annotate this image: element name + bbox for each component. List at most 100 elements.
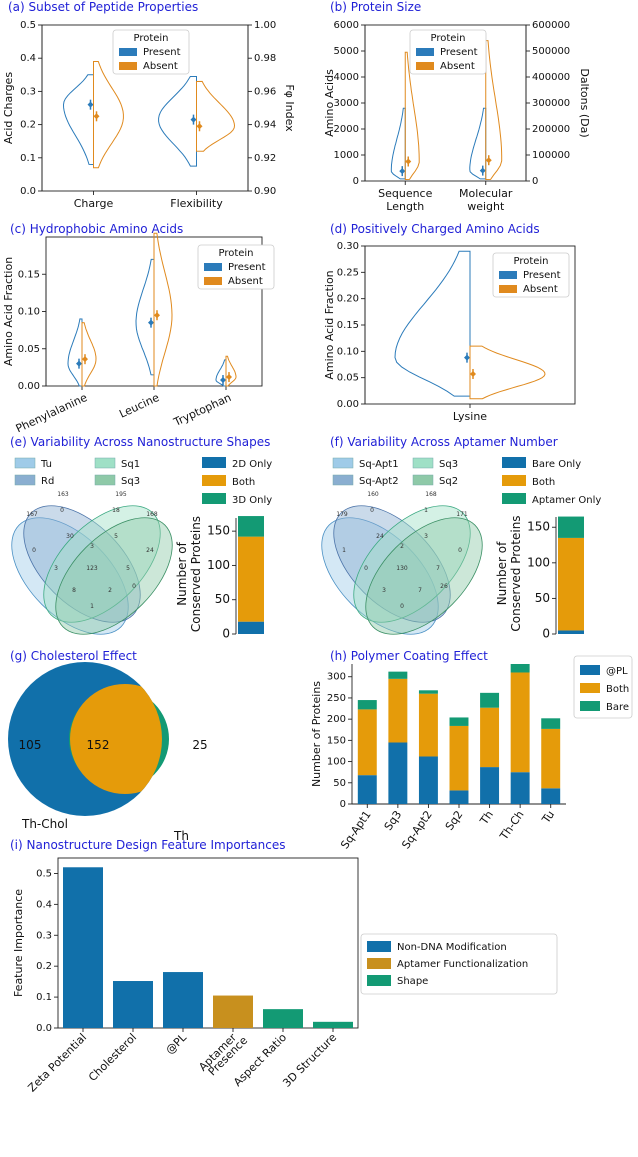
- panel-c-mean-marker: [148, 319, 154, 326]
- panel-h-bar-segment: [357, 775, 377, 804]
- panel-c-y-tick-label: 0.05: [18, 344, 40, 355]
- panel-b-legend-label: Present: [440, 47, 478, 58]
- panel-h-bar-segment: [510, 772, 530, 804]
- panel-h-bar-segment: [357, 709, 377, 776]
- panel-b-y2-tick-label: 400000: [532, 72, 570, 83]
- panel-d-mean-marker: [470, 370, 476, 377]
- panel-b-legend-title: Protein: [430, 33, 465, 44]
- panel-c-y-tick-label: 0.00: [18, 381, 40, 392]
- panel-d-violin-absent: [469, 345, 546, 400]
- panel-i-tick-label: 0.1: [36, 992, 52, 1003]
- panel-e-venn-set-total: 163: [57, 491, 69, 498]
- panel-f-venn-region-count: 26: [440, 583, 448, 590]
- panel-b-x-label: weight: [467, 200, 505, 213]
- panel-i-legend-label: Aptamer Functionalization: [397, 959, 528, 970]
- panel-h-bar-segment: [357, 700, 377, 710]
- panel-f-bar-segment: [558, 630, 584, 634]
- panel-h-tick-label: 100: [327, 757, 346, 768]
- panel-e-set-legend-swatch: [14, 474, 36, 486]
- panel-f-bar-segment: [558, 537, 584, 631]
- panel-i-x-label: 3D Structure: [280, 1031, 339, 1090]
- panel-a-legend-label: Absent: [143, 61, 178, 72]
- panel-e-bar-segment: [238, 516, 264, 537]
- panel-b-y-tick-label: 2000: [334, 124, 359, 135]
- panel-c-mean-marker: [220, 377, 226, 384]
- panel-b-title: (b) Protein Size: [330, 0, 421, 14]
- panel-i-bar: [263, 1009, 303, 1028]
- panel-i-tick-label: 0.0: [36, 1023, 52, 1034]
- panel-d-legend-label: Present: [523, 270, 561, 281]
- panel-e-venn-region-count: 3: [54, 565, 58, 572]
- panel-c-violin-present: [215, 359, 227, 387]
- panel-b-legend-swatch: [416, 48, 434, 56]
- panel-f-venn-region-count: 130: [396, 565, 408, 572]
- panel-e-venn-set-2: [43, 505, 161, 623]
- panel-a-x-label: Flexibility: [170, 197, 223, 210]
- panel-h-x-label: Tu: [539, 808, 557, 826]
- panel-i-bar: [163, 972, 203, 1028]
- panel-a-violin-absent: [93, 60, 124, 169]
- panel-a-y-tick-label: 0.0: [20, 186, 36, 197]
- panel-a-y2-tick-label: 1.00: [254, 20, 276, 31]
- panel-d-y-tick-label: 0.25: [337, 267, 359, 278]
- panel-a-y2-label: Fφ Index: [283, 84, 296, 132]
- panel-c-violin-present: [135, 258, 155, 376]
- panel-f-bar-tick-label: 100: [527, 555, 550, 569]
- panel-f-venn-set-total: 171: [456, 511, 468, 518]
- panel-f-bar-segment: [558, 516, 584, 538]
- panel-a-y-tick-label: 0.2: [20, 120, 36, 131]
- panel-c-mean-marker: [226, 374, 232, 381]
- panel-e-bar-legend-swatch: [202, 493, 226, 504]
- panel-f-venn-set-0: [321, 517, 439, 635]
- panel-c-x-label: Phenylalanine: [14, 391, 90, 436]
- panel-c-violin-absent: [81, 322, 97, 387]
- panel-i-bar: [313, 1021, 353, 1028]
- panel-c-mean-marker: [76, 360, 82, 367]
- panel-d-x-label: Lysine: [453, 410, 487, 423]
- panel-h-bar-segment: [418, 693, 438, 757]
- panel-f-bar-legend-swatch: [502, 493, 526, 504]
- panel-h-legend-label: Both: [606, 684, 629, 695]
- panel-i-tick-label: 0.4: [36, 899, 52, 910]
- panel-e-set-legend-label: Sq1: [121, 459, 140, 470]
- panel-h-legend-swatch: [580, 665, 600, 675]
- panel-e-bar-legend-swatch: [202, 457, 226, 468]
- panel-c-legend-swatch: [204, 277, 222, 285]
- panel-c-mean-marker: [154, 312, 160, 319]
- panel-a-x-label: Charge: [74, 197, 114, 210]
- panel-i-legend-swatch: [367, 941, 391, 952]
- panel-e-bar-y-label: Number of: [175, 541, 189, 605]
- panel-f-venn-region-count: 7: [436, 565, 440, 572]
- panel-b-y-tick-label: 5000: [334, 46, 359, 57]
- panel-e-venn-region-count: 5: [126, 565, 130, 572]
- panel-a-y2-tick-label: 0.90: [254, 186, 276, 197]
- panel-c-y-tick-label: 0.10: [18, 307, 40, 318]
- panel-h-x-label: Th-Ch: [497, 808, 527, 843]
- panel-e-set-legend-swatch: [94, 457, 116, 469]
- panel-h-bar-segment: [510, 664, 530, 673]
- panel-e-set-legend-swatch: [94, 474, 116, 486]
- panel-h-legend-label: Bare: [606, 702, 629, 713]
- panel-a-legend-swatch: [119, 62, 137, 70]
- panel-e-venn-set-0: [11, 517, 129, 635]
- panel-a-y2-tick-label: 0.98: [254, 53, 276, 64]
- panel-b-y2-tick-label: 300000: [532, 98, 570, 109]
- panel-e-venn-region-count: 0: [60, 507, 64, 514]
- panel-i-legend: [360, 933, 558, 995]
- panel-f-set-legend-swatch: [412, 474, 434, 486]
- panel-d-y-tick-label: 0.15: [337, 320, 359, 331]
- panel-i-frame: [57, 857, 359, 1029]
- panel-f-venn-region-count: 0: [364, 565, 368, 572]
- panel-a-mean-marker: [196, 123, 203, 130]
- panel-b-mean-marker: [479, 167, 486, 174]
- panel-b-legend-label: Absent: [440, 61, 475, 72]
- panel-h-tick-label: 200: [327, 714, 346, 725]
- panel-e-venn-region-count: 0: [132, 583, 136, 590]
- panel-f-bar-tick-label: 0: [542, 627, 550, 641]
- panel-a-y-label: Acid Charges: [2, 72, 15, 144]
- panel-h-tick-label: 250: [327, 693, 346, 704]
- panel-f-venn-region-count: 7: [418, 587, 422, 594]
- panel-i-bar: [113, 981, 153, 1028]
- panel-f-set-legend-label: Sq-Apt1: [359, 459, 399, 470]
- panel-f-set-legend-swatch: [332, 457, 354, 469]
